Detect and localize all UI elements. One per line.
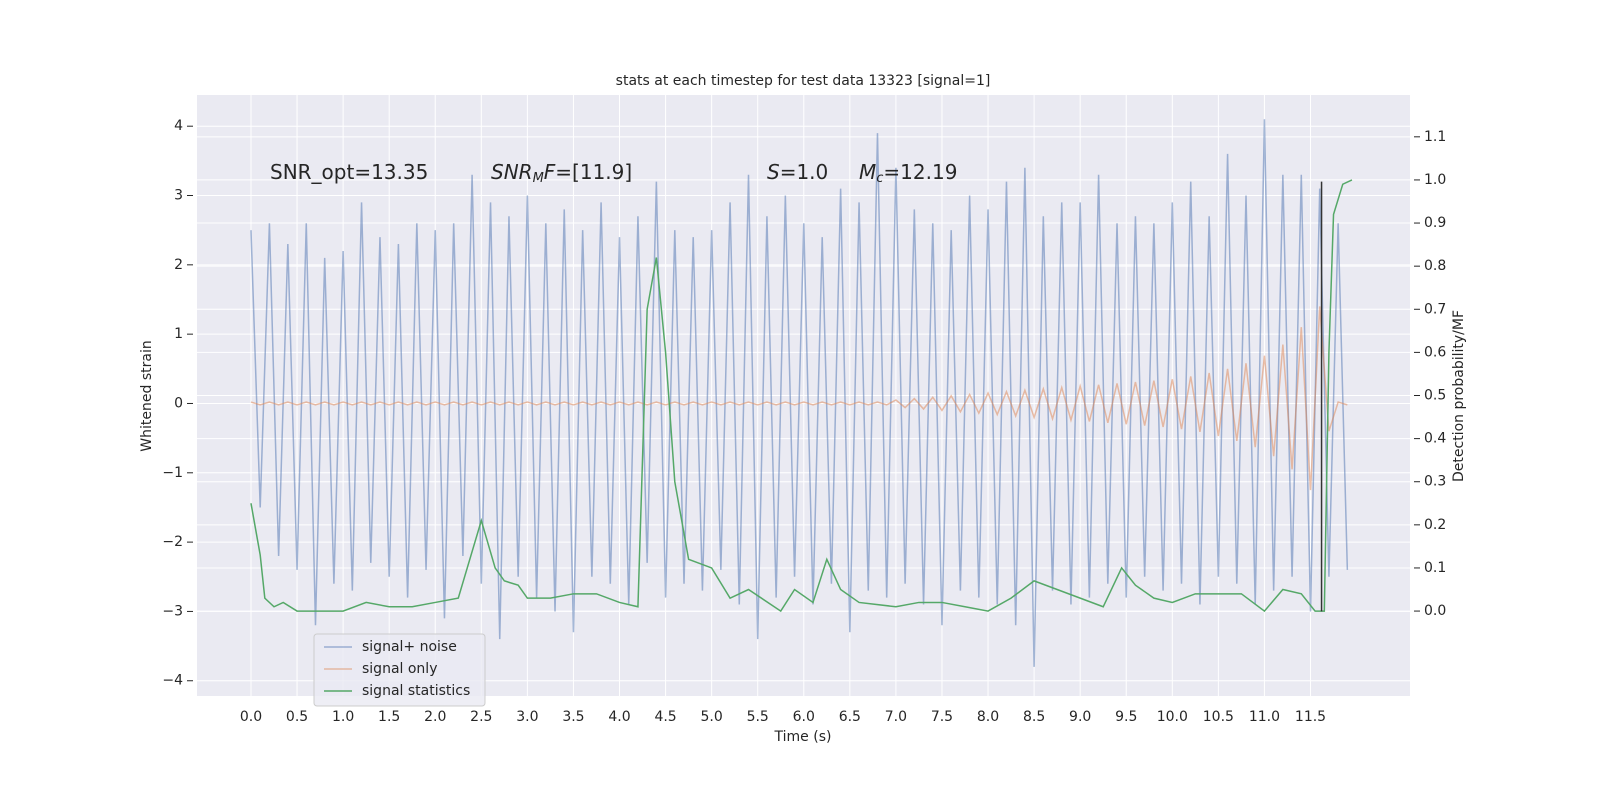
x-tick-label: 8.0: [977, 709, 999, 725]
y-tick-label: 1: [174, 326, 183, 342]
x-axis-label: Time (s): [774, 729, 832, 745]
legend-box: [313, 633, 486, 707]
x-tick-label: 4.5: [654, 709, 676, 725]
x-tick-label: 4.0: [608, 709, 630, 725]
x-tick-label: 8.5: [1023, 709, 1045, 725]
annotation-part: SNR_opt=13.35: [270, 160, 428, 184]
y2-tick-label: 1.1: [1424, 129, 1446, 145]
y2-axis-label: Detection probability/MF: [1451, 310, 1467, 482]
annotation-part: =12.19: [883, 160, 957, 184]
annotation-part: S: [767, 160, 780, 184]
annotation-part: M: [533, 171, 544, 186]
y2-tick-label: 0.5: [1424, 388, 1446, 404]
annotation-part: M: [859, 160, 876, 184]
x-tick-label: 5.5: [747, 709, 769, 725]
annotation-part: =1.0: [780, 160, 829, 184]
series-line: [250, 179, 1353, 613]
x-tick-label: 0.0: [240, 709, 262, 725]
y2-tick-label: 0.0: [1424, 603, 1446, 619]
y2-tick-label: 0.4: [1424, 431, 1446, 447]
y2-tick-label: 0.6: [1424, 344, 1446, 360]
legend-label: signal only: [362, 661, 437, 677]
x-tick-label: 9.0: [1069, 709, 1091, 725]
x-tick-label: 7.5: [931, 709, 953, 725]
x-tick-label: 5.0: [701, 709, 723, 725]
x-tick-label: 1.0: [332, 709, 354, 725]
x-tick-label: 3.0: [516, 709, 538, 725]
chart-title: stats at each timestep for test data 133…: [616, 73, 991, 89]
x-tick-label: 6.0: [793, 709, 815, 725]
legend-label: signal statistics: [362, 683, 470, 699]
annotation-part: F: [544, 160, 556, 184]
y2-tick-label: 0.8: [1424, 258, 1446, 274]
annotation: SNRMF=[11.9]: [491, 160, 632, 186]
y-tick-label: 2: [174, 257, 183, 273]
annotation: Mc=12.19: [859, 160, 957, 186]
y2-tick-label: 0.9: [1424, 215, 1446, 231]
y-tick-label: −2: [162, 534, 183, 550]
y-tick-label: −4: [162, 673, 183, 689]
y-tick-label: 3: [174, 188, 183, 204]
annotation-part: SNR: [491, 160, 533, 184]
x-tick-label: 11.5: [1295, 709, 1326, 725]
x-tick-label: 9.5: [1115, 709, 1137, 725]
y2-tick-label: 0.2: [1424, 517, 1446, 533]
annotation-part: =[11.9]: [555, 160, 632, 184]
x-tick-label: 2.5: [470, 709, 492, 725]
x-tick-label: 3.5: [562, 709, 584, 725]
x-tick-label: 0.5: [286, 709, 308, 725]
series-line: [250, 119, 1349, 667]
x-tick-label: 6.5: [839, 709, 861, 725]
x-tick-label: 10.5: [1203, 709, 1234, 725]
y2-tick-label: 0.3: [1424, 474, 1446, 490]
x-tick-label: 1.5: [378, 709, 400, 725]
x-tick-label: 2.0: [424, 709, 446, 725]
y-tick-label: 4: [174, 118, 183, 134]
annotation: SNR_opt=13.35: [270, 160, 428, 184]
series-line: [250, 306, 1348, 491]
y-tick-label: 0: [174, 395, 183, 411]
y-tick-label: −1: [162, 465, 183, 481]
y-tick-label: −3: [162, 603, 183, 619]
y2-tick-label: 1.0: [1424, 172, 1446, 188]
x-tick-label: 7.0: [885, 709, 907, 725]
y-axis-label: Whitened strain: [139, 340, 155, 451]
y2-tick-label: 0.7: [1424, 301, 1446, 317]
legend-label: signal+ noise: [362, 639, 457, 655]
annotation-part: c: [876, 171, 883, 186]
annotation: S=1.0: [767, 160, 828, 184]
x-tick-label: 10.0: [1157, 709, 1188, 725]
y2-tick-label: 0.1: [1424, 560, 1446, 576]
x-tick-label: 11.0: [1249, 709, 1280, 725]
